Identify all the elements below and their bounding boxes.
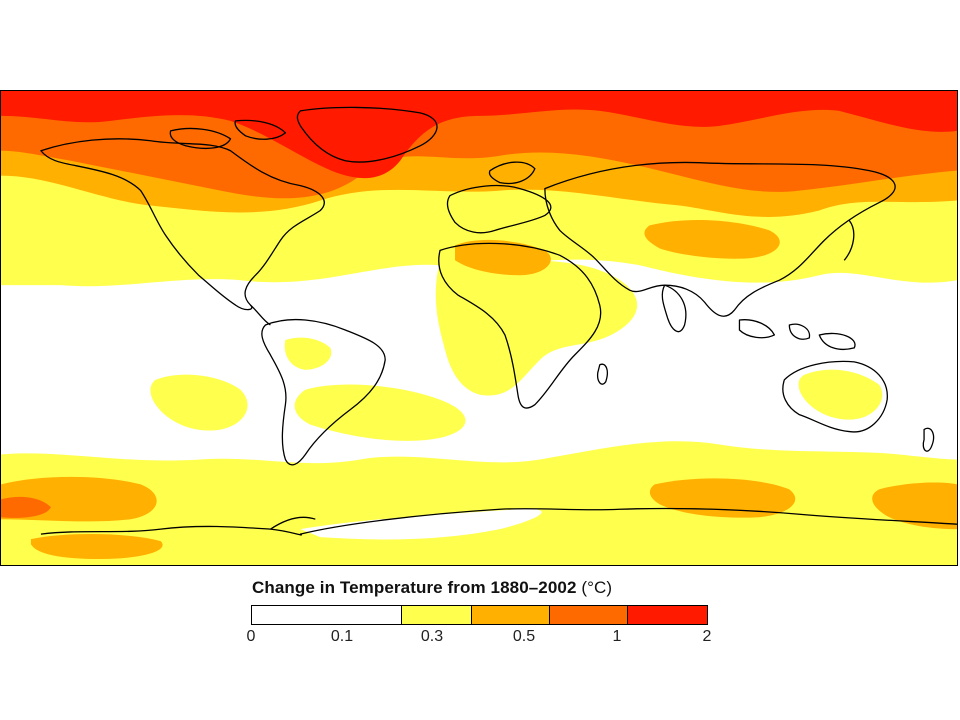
legend-tick-0.5: 0.5 [512,628,536,645]
legend-tick-2: 2 [702,628,712,645]
dark-orange-band-north [1,105,957,199]
legend-band-0.5-1 [550,606,629,624]
legend-tick-1: 1 [612,628,622,645]
coastlines [40,106,957,536]
yellow-patch-south-america [284,337,332,370]
legend-band-0.1-0.3 [402,606,472,624]
legend-tick-0.1: 0.1 [330,628,354,645]
legend-ticks: 0 0.1 0.3 0.5 1 2 [0,628,960,652]
red-band-north [1,91,957,179]
legend-color-bar [251,605,708,625]
orange-patch-south-east [872,482,957,530]
orange-patch-antarctic-west [30,534,163,560]
orange-patch-asia [644,220,780,259]
legend-band-1-2 [628,606,707,624]
yellow-patch-atlantic-south [294,384,466,441]
yellow-patch-africa [435,259,638,396]
legend-unit: (°C) [581,578,613,597]
antarctica-white [300,509,542,540]
temperature-change-map [0,90,958,566]
dark-orange-patch-south-west [1,496,51,518]
yellow-band-south [1,441,957,565]
orange-patch-south-center [649,478,796,518]
yellow-patch-pacific-south [150,374,248,431]
legend-band-0-0.1 [252,606,403,624]
legend-tick-0.3: 0.3 [420,628,444,645]
legend-band-0.3-0.5 [471,606,551,624]
legend-title: Change in Temperature from 1880–2002 (°C… [252,578,613,597]
yellow-patch-australia [798,369,883,420]
orange-patch-sahara [455,239,551,276]
legend-tick-0: 0 [246,628,256,645]
